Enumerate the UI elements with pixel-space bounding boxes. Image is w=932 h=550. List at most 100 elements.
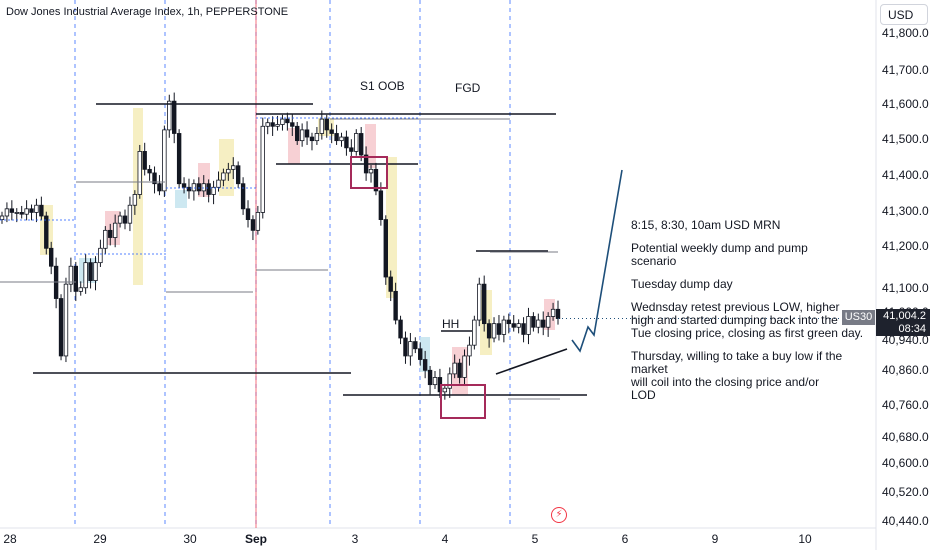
y-tick-label: 40,940.0 [882, 333, 929, 347]
candle-body [137, 151, 142, 195]
candle-body [167, 100, 172, 131]
candle-body [255, 212, 261, 231]
candle-body [521, 323, 526, 335]
highlight-zone [133, 108, 143, 285]
note-line: Tuesday dump day [631, 277, 733, 291]
candle-body [403, 337, 408, 357]
candle-body [29, 208, 34, 213]
candle-body [142, 151, 147, 170]
candle-body [58, 298, 64, 357]
symbol-price-label: US30 [842, 310, 875, 325]
candle-body [472, 319, 477, 346]
x-tick-label: 6 [622, 532, 629, 546]
candle-body [496, 323, 502, 335]
candle-body [314, 133, 320, 142]
trend-line [495, 348, 568, 375]
y-tick-label: 40,680.0 [882, 430, 929, 444]
candle-body [413, 341, 418, 350]
current-price-value: 41,004.2 [883, 310, 926, 322]
candle-body [506, 319, 511, 325]
ob-box [350, 156, 388, 189]
candle-body [176, 133, 182, 185]
x-tick-label: 9 [712, 532, 719, 546]
candle-body [349, 147, 354, 152]
candle-body [501, 319, 507, 335]
candle-body [73, 265, 79, 292]
candle-body [486, 323, 492, 339]
candle-body [231, 165, 236, 170]
x-tick-label: 29 [93, 532, 107, 546]
candle-body [24, 208, 29, 215]
candle-body [427, 369, 433, 386]
currency-button[interactable]: USD [880, 4, 928, 25]
y-tick-label: 41,200.0 [882, 239, 929, 253]
projection-path [571, 169, 623, 353]
candle-body [309, 136, 315, 142]
candle-body [432, 377, 438, 386]
y-tick-label: 41,300.0 [882, 204, 929, 218]
candle-body [408, 341, 413, 357]
candle-body [275, 124, 280, 127]
note-line: 8:15, 8:30, 10am USD MRN [631, 218, 781, 232]
lightning-icon[interactable]: ⚡ [551, 507, 567, 523]
y-tick-label: 41,600.0 [882, 97, 929, 111]
candle-body [68, 265, 74, 285]
candle-body [49, 247, 54, 267]
highlight-zone [365, 124, 376, 168]
candle-body [339, 136, 344, 142]
x-tick-label: 4 [442, 532, 449, 546]
candle-body [132, 194, 138, 206]
candle-body [152, 172, 157, 185]
candle-body [181, 183, 187, 188]
candle-body [422, 359, 428, 371]
candle-body [462, 355, 467, 378]
y-tick-label: 40,440.0 [882, 514, 929, 528]
highlight-zone [386, 157, 397, 298]
candle-body [122, 215, 128, 224]
candle-body [196, 183, 202, 192]
candle-body [398, 319, 403, 339]
x-tick-label: 30 [183, 532, 197, 546]
candle-body [260, 125, 265, 213]
candle-body [378, 190, 384, 220]
candle-body [93, 262, 98, 281]
candle-body [216, 179, 221, 188]
candle-body [536, 319, 541, 328]
candle-body [447, 373, 452, 389]
fgd-label: FGD [455, 81, 481, 95]
candle-body [186, 186, 192, 192]
candle-body [541, 319, 546, 328]
candle-body [442, 387, 448, 393]
candle-body [334, 133, 339, 142]
candle-body [9, 208, 15, 213]
ob-box [440, 384, 486, 419]
candle-body [344, 136, 349, 149]
candle-body [354, 133, 359, 152]
candle-body [14, 212, 19, 214]
candle-body [221, 172, 226, 181]
candle-body [491, 323, 497, 339]
candle-body [19, 212, 24, 215]
y-tick-label: 41,100.0 [882, 281, 929, 295]
candle-body [88, 262, 93, 281]
bar-countdown: 08:34 [898, 323, 926, 335]
candle-body [373, 168, 379, 192]
candle-body [550, 308, 556, 317]
y-tick-label: 40,600.0 [882, 456, 929, 470]
candle-body [127, 204, 133, 224]
y-tick-label: 41,500.0 [882, 132, 929, 146]
x-tick-label: 5 [532, 532, 539, 546]
y-tick-label: 40,760.0 [882, 398, 929, 412]
y-tick-label: 40,520.0 [882, 485, 929, 499]
candle-body [201, 183, 206, 192]
candle-body [108, 229, 113, 238]
candle-body [270, 122, 275, 127]
candle-body [147, 168, 152, 174]
candle-body [304, 129, 310, 138]
highlight-zone [544, 299, 555, 330]
note-line: Wednsday retest previous LOW, higher hig… [631, 300, 864, 340]
candle-body [329, 129, 334, 134]
candle-body [511, 323, 516, 328]
